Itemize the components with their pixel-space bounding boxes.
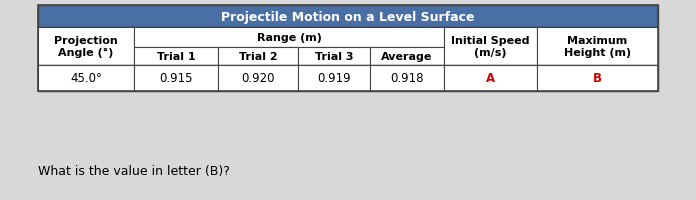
Text: 0.915: 0.915 (159, 72, 193, 85)
Bar (134, 48, 218, 66)
Text: 45.0°: 45.0° (70, 72, 102, 85)
Text: A: A (486, 72, 495, 85)
Bar (537, 66, 658, 92)
Text: Average: Average (381, 52, 433, 62)
Text: Range (m): Range (m) (257, 33, 322, 43)
Text: Trial 1: Trial 1 (157, 52, 196, 62)
Text: Projectile Motion on a Level Surface: Projectile Motion on a Level Surface (221, 10, 475, 23)
Text: B: B (593, 72, 602, 85)
Text: Initial Speed
(m/s): Initial Speed (m/s) (451, 36, 530, 58)
Text: What is the value in letter (B)?: What is the value in letter (B)? (38, 165, 230, 178)
Text: Maximum
Height (m): Maximum Height (m) (564, 36, 631, 58)
Text: 0.918: 0.918 (390, 72, 424, 85)
Bar (134, 28, 444, 48)
Bar (218, 66, 299, 92)
Text: 0.919: 0.919 (317, 72, 351, 85)
Bar (299, 66, 370, 92)
Text: 0.920: 0.920 (242, 72, 275, 85)
Bar (38, 66, 134, 92)
Bar (537, 28, 658, 66)
Bar (218, 48, 299, 66)
Bar (444, 66, 537, 92)
Text: Trial 2: Trial 2 (239, 52, 278, 62)
Text: Projection
Angle (°): Projection Angle (°) (54, 36, 118, 58)
Bar (370, 66, 444, 92)
Bar (134, 66, 218, 92)
Text: Trial 3: Trial 3 (315, 52, 354, 62)
Bar (299, 48, 370, 66)
Bar (38, 6, 658, 92)
Bar (38, 66, 658, 92)
Bar (38, 6, 658, 28)
Bar (370, 48, 444, 66)
Bar (38, 28, 134, 66)
Bar (38, 28, 658, 66)
Bar (444, 28, 537, 66)
